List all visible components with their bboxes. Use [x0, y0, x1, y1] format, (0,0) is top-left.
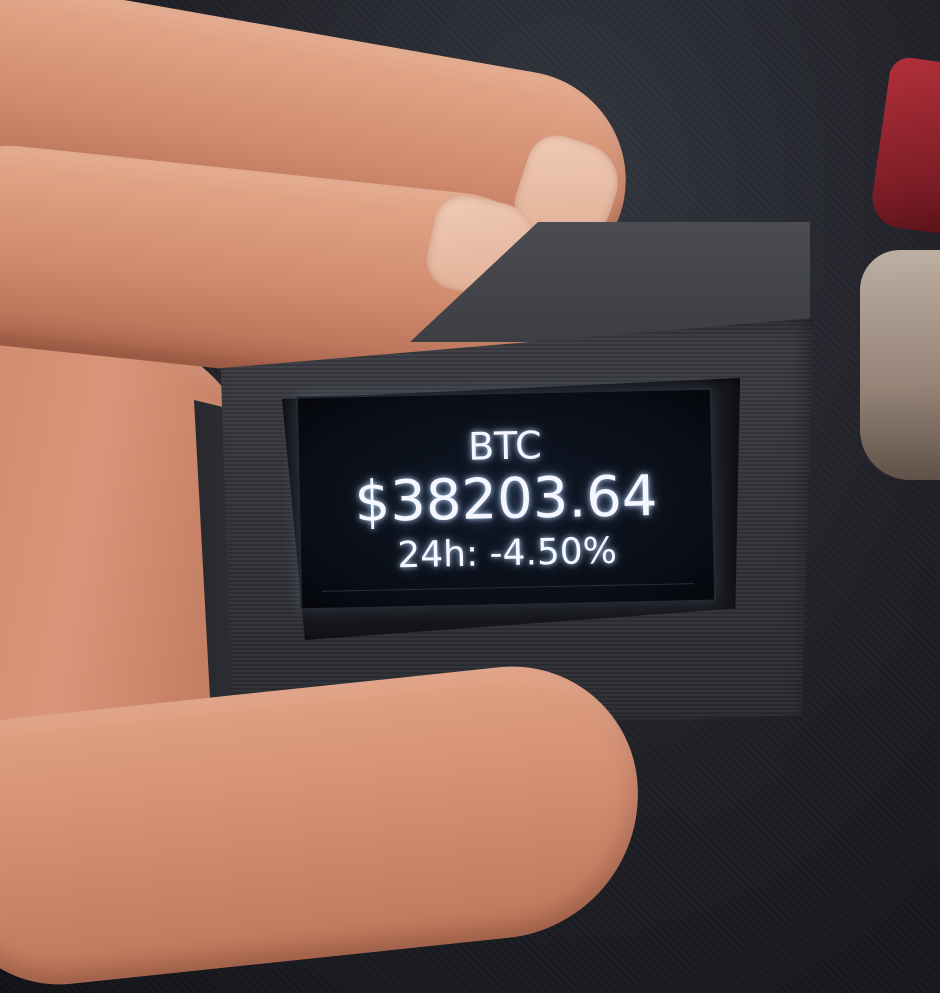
price-value: $38203.64: [353, 463, 659, 535]
ticker-symbol: BTC: [467, 422, 543, 469]
light-object-background: [860, 250, 940, 480]
change-24h: 24h: -4.50%: [396, 531, 618, 577]
oled-screen: BTC $38203.64 24h: -4.50%: [295, 387, 717, 611]
screen-edge-line: [321, 583, 694, 592]
